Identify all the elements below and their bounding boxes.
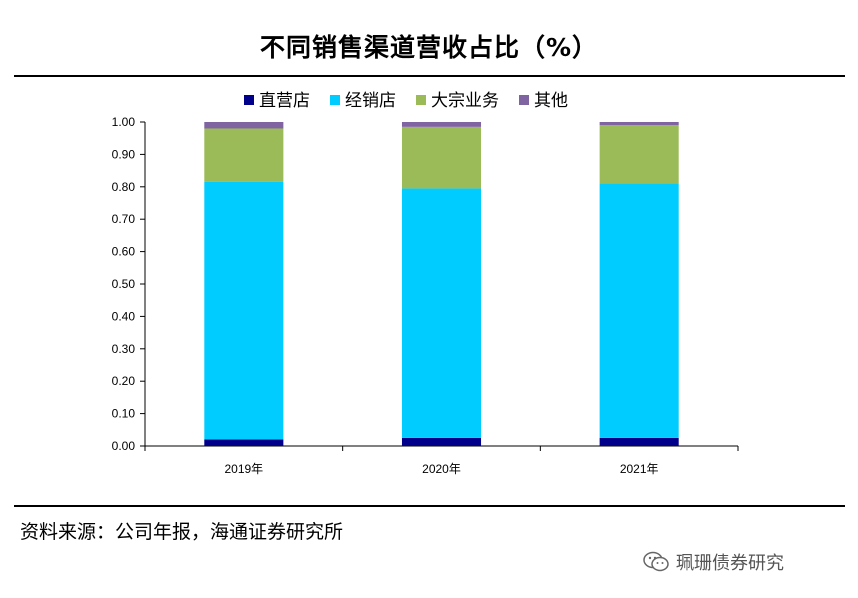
legend-swatch [244,95,254,105]
wechat-icon [643,551,669,572]
watermark: 珮珊债券研究 [642,549,784,575]
bottom-rule [14,505,845,507]
bar-segment [401,437,482,446]
bar-segment [204,439,284,446]
bar-segment [204,181,284,440]
x-tick-label: 2020年 [422,462,461,476]
chart-title: 不同销售渠道营收占比（%） [259,33,599,62]
y-tick-label: 1.00 [112,115,136,129]
legend-label: 经销店 [345,91,396,111]
bar-segment [599,437,679,446]
stacked-bar-chart: 0.00 0.10 0.20 0.30 0.40 0.50 0.60 0.70 0.80 0.90… [112,91,739,476]
y-tick-label: 0.80 [112,180,136,194]
y-tick-label: 0.30 [112,342,136,356]
legend-label: 直营店 [259,91,310,111]
bar-segment [204,122,284,129]
bar-segment [599,122,679,126]
y-tick-label: 0.10 [112,407,136,421]
y-tick-label: 0.00 [112,439,136,453]
bar-segment [401,122,482,127]
legend-swatch [416,95,426,105]
x-tick-label: 2019年 [224,462,263,476]
x-tick-label: 2021年 [620,462,659,476]
y-tick-label: 0.40 [112,309,136,323]
bar-segment [599,183,679,438]
y-tick-label: 0.60 [112,245,136,259]
bar-segment [204,128,284,182]
y-tick-label: 0.50 [112,277,136,291]
y-tick-label: 0.90 [112,147,136,161]
bar-segment [599,125,679,184]
bar-segment [401,188,482,438]
legend-swatch [519,95,529,105]
legend-label: 其他 [534,91,568,111]
top-rule [14,75,845,77]
y-tick-label: 0.70 [112,212,136,226]
watermark-text: 珮珊债券研究 [676,553,784,574]
source-note: 资料来源：公司年报，海通证券研究所 [20,521,344,543]
legend-label: 大宗业务 [431,91,499,111]
y-tick-label: 0.20 [112,374,136,388]
legend-swatch [330,95,340,105]
bar-segment [401,126,482,189]
